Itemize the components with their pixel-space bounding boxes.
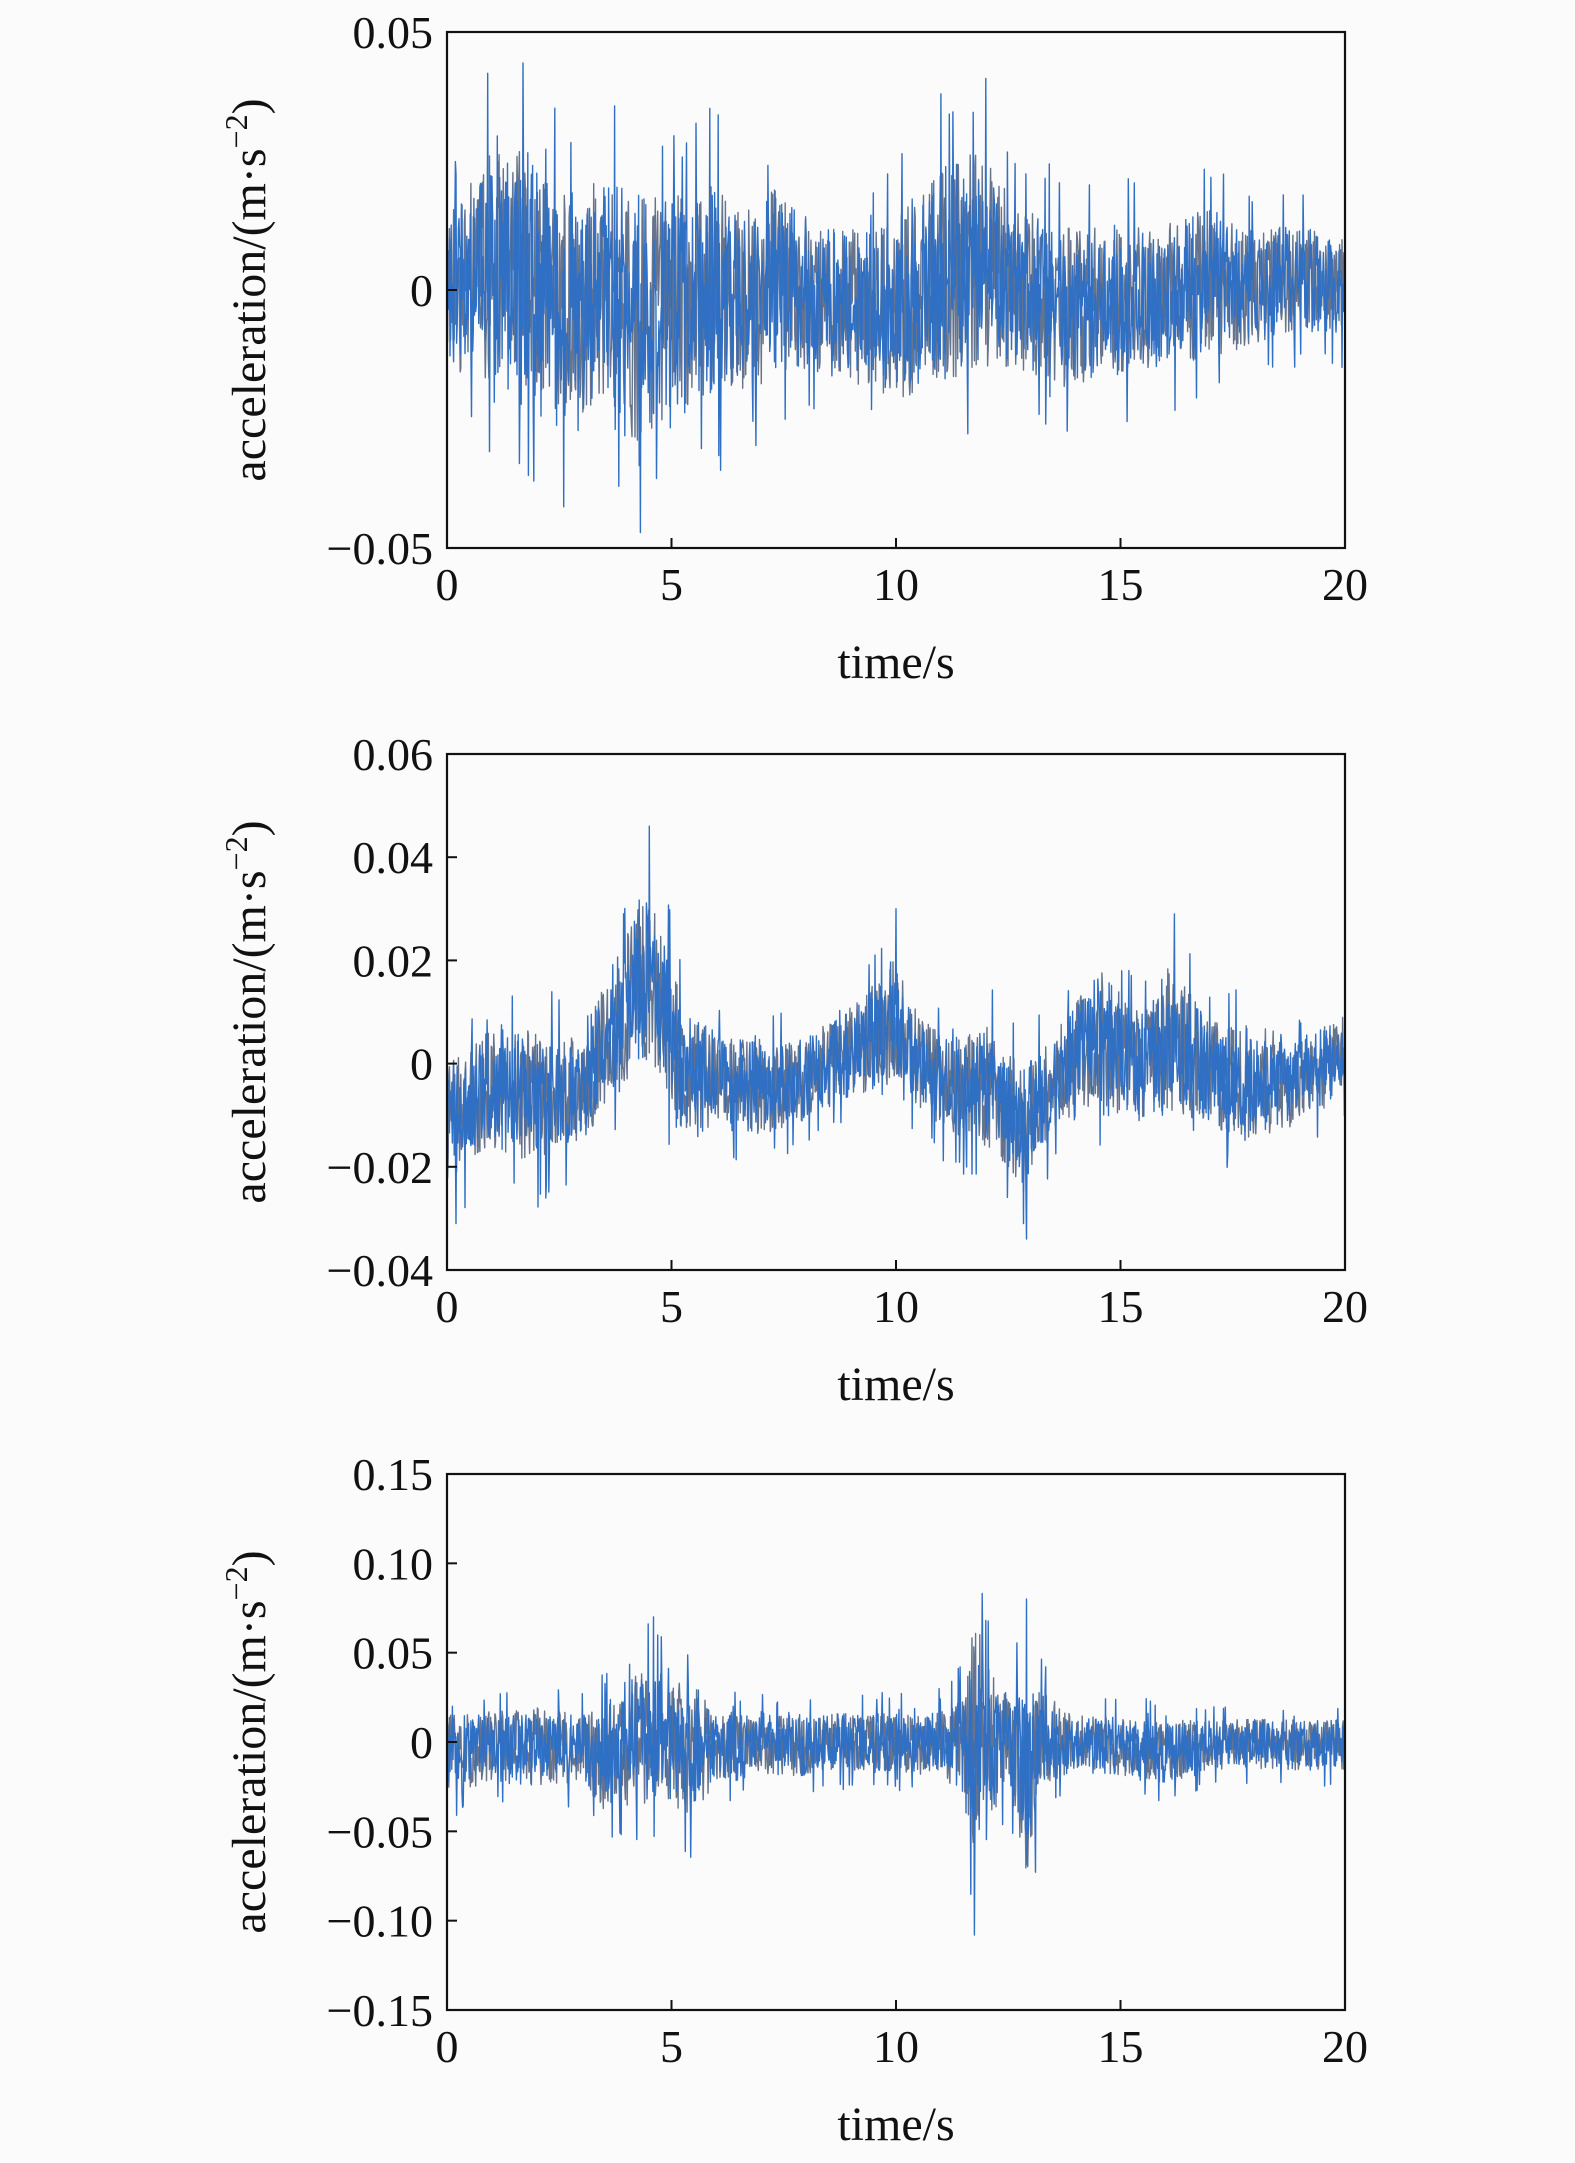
x-axis-title: time/s [837, 636, 954, 689]
y-tick-label: 0.06 [353, 729, 434, 780]
y-axis-title-close: ) [223, 98, 276, 114]
x-tick-label: 0 [436, 2021, 459, 2072]
x-tick-label: 20 [1322, 1281, 1368, 1332]
y-tick-label: 0.04 [353, 832, 434, 883]
y-tick-label: 0.15 [353, 1449, 434, 1500]
y-tick-label: 0.05 [353, 7, 434, 58]
y-axis-title-main: acceleration/(m·s [223, 1600, 276, 1933]
y-tick-label: 0.10 [353, 1538, 434, 1589]
y-tick-label: 0 [410, 1039, 433, 1090]
y-axis-title-close: ) [223, 1550, 276, 1566]
x-tick-label: 5 [660, 2021, 683, 2072]
y-axis-title-exponent: −2 [218, 114, 254, 148]
x-tick-label: 0 [436, 1281, 459, 1332]
x-tick-label: 5 [660, 559, 683, 610]
x-tick-label: 10 [873, 1281, 919, 1332]
y-axis-title-exponent: −2 [218, 1566, 254, 1600]
y-tick-label: −0.10 [327, 1896, 433, 1947]
signal-trace [446, 1592, 1346, 1936]
y-axis-title-main: acceleration/(m·s [223, 870, 276, 1203]
y-tick-label: 0.05 [353, 1628, 434, 1679]
x-tick-label: 0 [436, 559, 459, 610]
x-tick-label: 5 [660, 1281, 683, 1332]
y-axis-title-close: ) [223, 820, 276, 836]
chart-panel-1: 0 5 10 15 20−0.0500.05time/sacceleration/(m·… [218, 7, 1368, 689]
y-axis-title-exponent: −2 [218, 836, 254, 870]
x-tick-label: 10 [873, 559, 919, 610]
chart-panel-3: 0 5 10 15 20 −0.15 −0.10 −0.05 0 0.05 0.10 0.15 time… [218, 1449, 1368, 2151]
y-tick-label: −0.05 [327, 1806, 433, 1857]
chart-panel-2: 0 5 10 15 20 −0.04 −0.02 0 0.02 0.04 0.06 time/s acc… [218, 729, 1368, 1411]
x-axis-title: time/s [837, 2098, 954, 2151]
signal-trace [446, 825, 1346, 1240]
x-tick-label: 20 [1322, 559, 1368, 610]
y-axis-title-main: acceleration/(m·s [223, 148, 276, 481]
y-tick-label: −0.05 [327, 523, 433, 574]
y-axis-title: acceleration/(m·s−2) [218, 98, 276, 481]
x-tick-label: 10 [873, 2021, 919, 2072]
y-tick-label: −0.15 [327, 1985, 433, 2036]
y-tick-label: 0.02 [353, 935, 434, 986]
x-axis-title: time/s [837, 1358, 954, 1411]
y-tick-label: −0.04 [327, 1245, 433, 1296]
y-tick-label: 0 [410, 265, 433, 316]
x-tick-label: 20 [1322, 2021, 1368, 2072]
x-tick-label: 15 [1098, 1281, 1144, 1332]
signal-trace [446, 62, 1346, 534]
x-tick-label: 15 [1098, 559, 1144, 610]
y-tick-label: −0.02 [327, 1142, 433, 1193]
x-tick-label: 15 [1098, 2021, 1144, 2072]
y-axis-title: acceleration/(m·s−2) [218, 1550, 276, 1933]
y-tick-label: 0 [410, 1717, 433, 1768]
y-axis-title: acceleration/(m·s−2) [218, 820, 276, 1203]
